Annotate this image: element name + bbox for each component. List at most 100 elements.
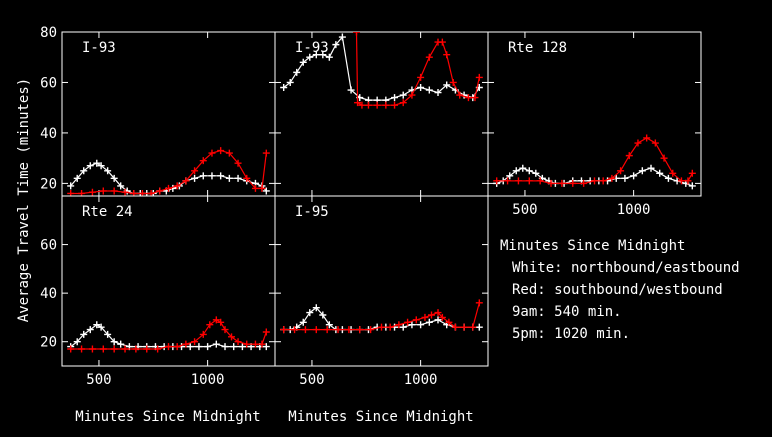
series-group [67, 316, 270, 353]
northbound-point [234, 174, 242, 182]
series-group [493, 134, 696, 190]
southbound-point [417, 73, 425, 81]
x-axis-label-mid: Minutes Since Midnight [288, 409, 473, 425]
x-tick-label: 1000 [404, 372, 438, 388]
southbound-point [421, 313, 429, 321]
southbound-point [199, 157, 207, 165]
northbound-point [688, 182, 696, 190]
x-tick-label: 500 [299, 372, 324, 388]
y-tick-label: 20 [40, 335, 57, 351]
southbound-point [443, 51, 451, 59]
southbound-point [617, 167, 625, 175]
northbound-point [117, 182, 125, 190]
northbound-point [525, 167, 533, 175]
southbound-point [634, 139, 642, 147]
northbound-point [67, 182, 75, 190]
southbound-point [243, 174, 251, 182]
legend-line-northbound: White: northbound/eastbound [512, 260, 740, 276]
southbound-point [110, 345, 118, 353]
southbound-point [251, 340, 259, 348]
northbound-point [638, 167, 646, 175]
southbound-point [234, 338, 242, 346]
northbound-point [532, 169, 540, 177]
y-tick-label: 80 [40, 25, 57, 41]
northbound-point [208, 172, 216, 180]
legend-line-9am: 9am: 540 min. [512, 304, 622, 320]
southbound-point [471, 94, 479, 102]
southbound-point [434, 309, 442, 317]
northbound-point [443, 81, 451, 89]
northbound-point [399, 323, 407, 331]
southbound-point [547, 179, 555, 187]
southbound-point [525, 177, 533, 185]
northbound-point [621, 174, 629, 182]
panel-1: I-93 [274, 31, 489, 197]
legend: Minutes Since Midnight White: northbound… [500, 235, 740, 345]
panel-0: 20 40 60 80 I-93 [40, 25, 276, 197]
southbound-point [99, 345, 107, 353]
southbound-point [445, 318, 453, 326]
southbound-point [234, 159, 242, 167]
southbound-point [353, 32, 361, 36]
southbound-point [475, 299, 483, 307]
southbound-point [221, 326, 229, 334]
southbound-point [625, 152, 633, 160]
southbound-point [660, 154, 668, 162]
southbound-point [154, 345, 162, 353]
southbound-point [427, 311, 435, 319]
southbound-point [464, 94, 472, 102]
northbound-point [332, 41, 340, 49]
southbound-point [173, 343, 181, 351]
southbound-point [425, 53, 433, 61]
northbound-point [391, 94, 399, 102]
southbound-point [323, 326, 331, 334]
northbound-point [293, 68, 301, 76]
y-tick-label: 60 [40, 238, 57, 254]
legend-line-southbound: Red: southbound/westbound [512, 282, 723, 298]
southbound-point [378, 323, 385, 331]
northbound-point [506, 172, 514, 180]
northbound-point [312, 304, 320, 312]
southbound-point [165, 343, 172, 351]
x-tick-label: 1000 [191, 372, 225, 388]
southbound-point [412, 316, 420, 324]
southbound-point [217, 147, 225, 155]
northbound-point [338, 33, 346, 41]
southbound-point [608, 174, 616, 182]
southbound-point [258, 184, 266, 192]
northbound-point [306, 309, 314, 317]
northbound-point [212, 340, 220, 348]
northbound-point [238, 343, 246, 351]
southbound-point [143, 345, 151, 353]
southbound-point [386, 323, 394, 331]
northbound-point [647, 164, 655, 172]
southbound-point [312, 326, 320, 334]
x-tick-label: 500 [86, 372, 111, 388]
southbound-point [243, 340, 251, 348]
southbound-point [677, 177, 685, 185]
northbound-point [312, 51, 320, 59]
southbound-point [334, 326, 342, 334]
southbound-point [460, 323, 468, 331]
northbound-point [221, 343, 229, 351]
northbound-point [86, 326, 94, 334]
northbound-point [191, 174, 199, 182]
southbound-point [251, 184, 259, 192]
northbound-point [110, 174, 118, 182]
panel-frame [274, 195, 489, 367]
northbound-point [73, 338, 81, 346]
northbound-point [630, 172, 638, 180]
southbound-point [262, 149, 270, 157]
northbound-point [664, 174, 672, 182]
southbound-point [688, 169, 696, 177]
series-group [280, 299, 483, 334]
northbound-point [204, 343, 212, 351]
panel-title: Rte 128 [508, 40, 567, 56]
northbound-point [110, 338, 118, 346]
southbound-point [78, 345, 86, 353]
southbound-point [165, 184, 172, 192]
northbound-point [80, 330, 88, 338]
x-tick-label: 500 [512, 202, 537, 218]
panels: 20 40 60 80 I-93 I-93 500 1000 Rte 128 500 1000 20 4… [40, 25, 702, 388]
southbound-point [182, 340, 190, 348]
